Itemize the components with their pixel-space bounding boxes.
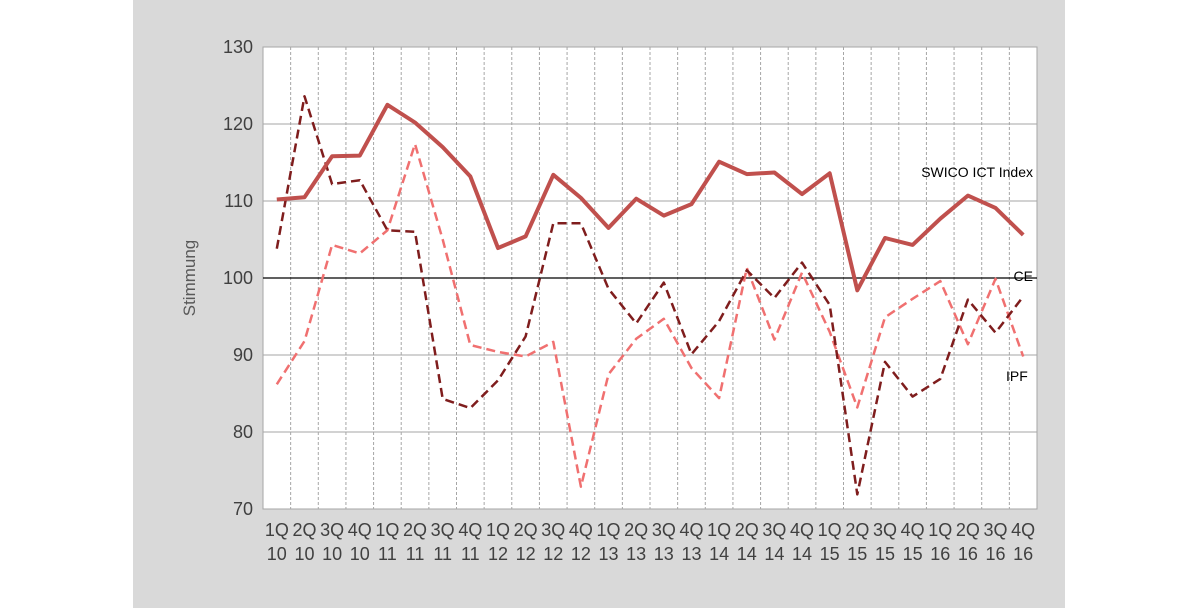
series-labels: SWICO ICT Index CE IPF (921, 164, 1033, 384)
x-tick-label-quarter: 2Q (956, 520, 980, 540)
x-tick-label-quarter: 4Q (1011, 520, 1035, 540)
x-tick-label-quarter: 2Q (292, 520, 316, 540)
x-tick-label-year: 11 (433, 544, 452, 564)
y-axis-ticks: 70 80 90 100 110 120 130 (223, 37, 253, 519)
x-tick-label-year: 11 (461, 544, 480, 564)
x-tick-label-quarter: 3Q (873, 520, 897, 540)
chart-panel: 70 80 90 100 110 120 130 1Q 10 2Q 10 3Q 10 4Q 10 1Q 11 2… (133, 0, 1065, 608)
x-tick-label-year: 14 (737, 544, 757, 564)
x-tick-label-quarter: 3Q (762, 520, 786, 540)
x-tick-label-year: 14 (764, 544, 784, 564)
x-tick-label-year: 14 (709, 544, 729, 564)
x-tick-label-year: 16 (986, 544, 1006, 564)
x-tick-label-quarter: 2Q (403, 520, 427, 540)
x-tick-label-quarter: 3Q (652, 520, 676, 540)
y-tick-label: 120 (223, 114, 253, 134)
series-label-swico-ict-index: SWICO ICT Index (921, 164, 1033, 180)
x-tick-label-year: 13 (599, 544, 619, 564)
x-tick-label-year: 11 (378, 544, 397, 564)
x-tick-label-year: 13 (626, 544, 646, 564)
y-tick-label: 70 (233, 499, 253, 519)
x-tick-label-quarter: 4Q (679, 520, 703, 540)
x-tick-label-year: 11 (406, 544, 425, 564)
x-tick-label-quarter: 4Q (458, 520, 482, 540)
x-tick-label-year: 15 (875, 544, 895, 564)
x-tick-label-quarter: 2Q (845, 520, 869, 540)
x-tick-label-year: 14 (792, 544, 812, 564)
x-tick-label-quarter: 2Q (624, 520, 648, 540)
x-tick-label-quarter: 1Q (597, 520, 621, 540)
x-tick-label-quarter: 3Q (984, 520, 1008, 540)
y-axis-title: Stimmung (180, 240, 199, 317)
series-label-ce: CE (1014, 268, 1033, 284)
x-tick-label-quarter: 3Q (320, 520, 344, 540)
x-tick-label-quarter: 1Q (375, 520, 399, 540)
x-tick-label-year: 12 (488, 544, 508, 564)
x-tick-label-quarter: 4Q (790, 520, 814, 540)
x-tick-label-quarter: 4Q (569, 520, 593, 540)
x-tick-label-year: 16 (930, 544, 950, 564)
x-tick-label-quarter: 1Q (818, 520, 842, 540)
series-line-swico-ict-index (276, 102, 1025, 293)
x-tick-label-year: 15 (820, 544, 840, 564)
x-tick-label-quarter: 2Q (514, 520, 538, 540)
y-tick-label: 130 (223, 37, 253, 57)
x-tick-label-year: 10 (322, 544, 342, 564)
x-tick-label-year: 10 (294, 544, 314, 564)
x-axis-ticks: 1Q102Q103Q104Q101Q112Q113Q114Q111Q122Q12… (265, 520, 1035, 564)
x-tick-label-year: 13 (681, 544, 701, 564)
series-lines (275, 95, 1025, 496)
series-line-ipf (275, 142, 1025, 488)
x-tick-label-quarter: 1Q (928, 520, 952, 540)
x-tick-label-year: 12 (571, 544, 591, 564)
x-tick-label-quarter: 1Q (707, 520, 731, 540)
series-label-ipf: IPF (1006, 368, 1028, 384)
x-tick-label-quarter: 1Q (265, 520, 289, 540)
x-tick-label-quarter: 1Q (486, 520, 510, 540)
x-tick-label-year: 16 (958, 544, 978, 564)
y-tick-label: 90 (233, 345, 253, 365)
y-tick-label: 110 (224, 191, 253, 211)
x-tick-label-quarter: 4Q (901, 520, 925, 540)
x-tick-label-quarter: 3Q (431, 520, 455, 540)
x-tick-label-year: 12 (516, 544, 536, 564)
x-tick-label-year: 15 (847, 544, 867, 564)
y-tick-label: 80 (233, 422, 253, 442)
x-tick-label-quarter: 4Q (348, 520, 372, 540)
x-tick-label-year: 13 (654, 544, 674, 564)
x-tick-label-year: 10 (350, 544, 370, 564)
x-tick-label-year: 12 (543, 544, 563, 564)
x-tick-label-quarter: 2Q (735, 520, 759, 540)
x-tick-label-year: 10 (267, 544, 287, 564)
x-tick-label-quarter: 3Q (541, 520, 565, 540)
y-tick-label: 100 (223, 268, 253, 288)
x-tick-label-year: 16 (1013, 544, 1033, 564)
x-tick-label-year: 15 (903, 544, 923, 564)
